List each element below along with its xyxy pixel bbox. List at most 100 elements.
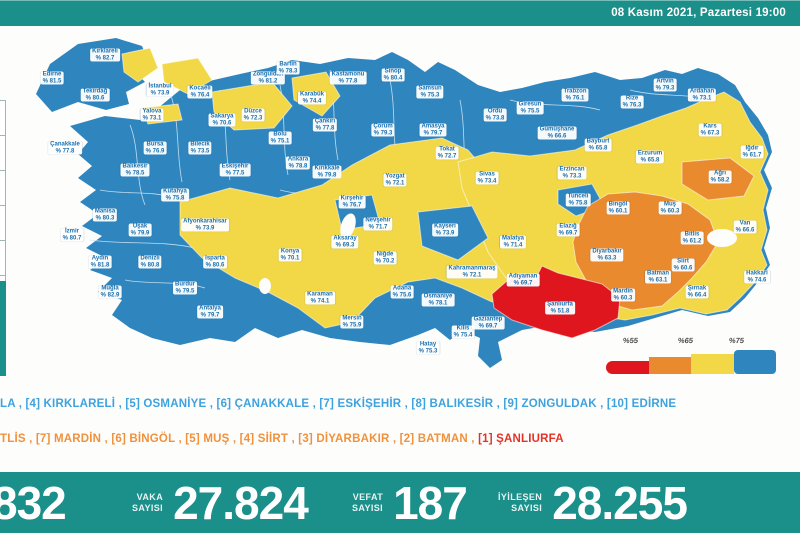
province-label: Sakarya% 70.6 bbox=[208, 113, 236, 127]
province-label: Hatay% 75.3 bbox=[416, 341, 440, 355]
province-label: Erzincan% 73.3 bbox=[557, 166, 587, 180]
legend-tick-55: %55 bbox=[622, 336, 639, 345]
province-label: Adana% 75.6 bbox=[390, 285, 414, 299]
province-label: Aydın% 81.8 bbox=[88, 255, 112, 269]
province-label: Kırıkkale% 79.8 bbox=[312, 165, 342, 179]
stat-deaths-label: VEFAT SAYISI bbox=[352, 491, 384, 513]
province-label: Tunceli% 75.8 bbox=[565, 193, 591, 207]
province-label: Kahramanmaraş% 72.1 bbox=[446, 265, 498, 279]
province-label: Bartın% 78.3 bbox=[276, 61, 300, 75]
province-label: Kırklareli% 82.7 bbox=[90, 48, 120, 62]
province-label: Ağrı% 58.2 bbox=[708, 170, 732, 184]
legend-ticks: %55 %65 %75 bbox=[598, 336, 783, 348]
province-label: Edirne% 81.5 bbox=[40, 71, 64, 85]
legend-yellow-segment bbox=[691, 354, 734, 374]
infographic-canvas: Kırklareli% 82.7 Edirne% 81.5 Tekirdağ% 80… bbox=[0, 26, 800, 472]
ranking-row-blue-text: LA , [4] KIRKLARELİ , [5] OSMANİYE , [6]… bbox=[0, 398, 677, 410]
province-label: Karaman% 74.1 bbox=[305, 291, 335, 305]
header-bar: 08 Kasım 2021, Pazartesi 19:00 bbox=[0, 0, 800, 26]
province-label: Gaziantep% 69.7 bbox=[471, 316, 505, 330]
province-label: Şanlıurfa% 51.8 bbox=[545, 301, 575, 315]
province-label: Bilecik% 73.5 bbox=[188, 141, 212, 155]
legend-color-bar bbox=[606, 348, 776, 374]
stat-deaths-value: 187 bbox=[393, 476, 468, 529]
map-lakes bbox=[259, 213, 737, 294]
map-region-thrace bbox=[36, 38, 148, 112]
stat-cases-value: 27.824 bbox=[173, 476, 309, 529]
province-label: Denizli% 80.8 bbox=[138, 255, 162, 269]
province-label: Burdur% 79.5 bbox=[173, 281, 197, 295]
province-label: Muş% 60.3 bbox=[658, 201, 682, 215]
province-label: Eskişehir% 77.5 bbox=[219, 163, 251, 177]
province-label: Sinop% 80.4 bbox=[381, 68, 405, 82]
stat-recovered-label: İYİLEŞEN SAYISI bbox=[498, 491, 543, 513]
province-label: Balıkesir% 78.5 bbox=[120, 163, 150, 177]
legend-tick-75: %75 bbox=[728, 336, 745, 345]
province-label: Yozgat% 72.1 bbox=[383, 173, 407, 187]
province-label: Diyarbakır% 63.3 bbox=[590, 248, 624, 262]
province-label: Kütahya% 75.8 bbox=[161, 188, 189, 202]
province-label: Bursa% 76.9 bbox=[143, 141, 167, 155]
province-label: Ordu% 73.8 bbox=[483, 108, 507, 122]
province-label: Kastamonu% 77.8 bbox=[329, 71, 367, 85]
province-label: Tekirdağ% 80.6 bbox=[80, 88, 110, 102]
province-label: Çorum% 79.3 bbox=[371, 123, 395, 137]
province-label: Batman% 63.1 bbox=[644, 270, 672, 284]
province-label: Malatya% 71.4 bbox=[499, 235, 527, 249]
province-label: Tokat% 72.7 bbox=[435, 146, 459, 160]
province-label: Gümüşhane% 66.6 bbox=[537, 126, 577, 140]
turkey-vaccination-map: Kırklareli% 82.7 Edirne% 81.5 Tekirdağ% 80… bbox=[30, 30, 790, 375]
province-label: Bolu% 75.1 bbox=[268, 131, 292, 145]
province-label: Niğde% 70.2 bbox=[373, 251, 397, 265]
province-label: Osmaniye% 78.1 bbox=[421, 293, 455, 307]
ranking-row-orange: TLİS , [7] MARDİN , [6] BİNGÖL , [5] MUŞ… bbox=[0, 433, 800, 445]
cropped-teal-artifact bbox=[0, 281, 6, 376]
province-label: İzmir% 80.7 bbox=[60, 228, 84, 242]
stat-deaths: VEFAT SAYISI 187 bbox=[352, 472, 468, 533]
province-label: Zonguldak% 81.2 bbox=[250, 71, 286, 85]
province-label: Kars% 67.3 bbox=[698, 123, 722, 137]
province-label: Elazığ% 69.7 bbox=[556, 223, 580, 237]
legend-orange-segment bbox=[648, 357, 691, 374]
stat-tests: 832 bbox=[0, 472, 67, 533]
stat-cases: VAKA SAYISI 27.824 bbox=[132, 472, 309, 533]
province-label: Rize% 76.3 bbox=[620, 95, 644, 109]
province-label: Amasya% 79.7 bbox=[419, 123, 447, 137]
ranking-row-red-text: [1] ŞANLIURFA bbox=[478, 433, 564, 445]
province-label: Hakkari% 74.6 bbox=[744, 270, 770, 284]
province-label: Erzurum% 65.8 bbox=[635, 150, 665, 164]
province-label: Van% 66.6 bbox=[733, 220, 757, 234]
province-label: Afyonkarahisar% 73.9 bbox=[181, 218, 229, 232]
ranking-row-blue: LA , [4] KIRKLARELİ , [5] OSMANİYE , [6]… bbox=[0, 398, 800, 410]
province-label: Antalya% 79.7 bbox=[197, 305, 223, 319]
province-label: Giresun% 75.5 bbox=[516, 101, 544, 115]
province-label: Ankara% 78.8 bbox=[285, 156, 311, 170]
stat-recovered: İYİLEŞEN SAYISI 28.255 bbox=[498, 472, 688, 533]
statistics-bar: 832 VAKA SAYISI 27.824 VEFAT SAYISI 187 İY… bbox=[0, 472, 800, 533]
province-label: Ardahan% 73.1 bbox=[687, 88, 717, 102]
province-label: Bingöl% 60.1 bbox=[606, 201, 630, 215]
province-label: Yalova% 73.1 bbox=[140, 108, 164, 122]
province-label: Trabzon% 76.1 bbox=[561, 88, 589, 102]
stat-cases-label: VAKA SAYISI bbox=[132, 491, 164, 513]
province-label: Bitlis% 61.2 bbox=[680, 231, 704, 245]
province-label: Kocaeli% 76.4 bbox=[187, 85, 213, 99]
legend-blue-segment bbox=[733, 350, 776, 374]
province-label: Siirt% 60.6 bbox=[671, 258, 695, 272]
province-label: Aksaray% 69.3 bbox=[331, 235, 359, 249]
province-label: Düzce% 72.3 bbox=[241, 108, 265, 122]
province-label: Karabük% 74.4 bbox=[297, 91, 327, 105]
province-label: Mersin% 75.9 bbox=[340, 315, 364, 329]
province-label: Bayburt% 65.8 bbox=[584, 138, 612, 152]
province-label: Samsun% 75.3 bbox=[416, 85, 444, 99]
province-label: Manisa% 80.3 bbox=[92, 208, 118, 222]
report-date: 08 Kasım 2021, Pazartesi 19:00 bbox=[611, 7, 786, 19]
stat-recovered-value: 28.255 bbox=[552, 476, 688, 529]
province-label: Konya% 70.1 bbox=[278, 248, 302, 262]
cropped-scale-artifact bbox=[0, 100, 6, 282]
province-label: Mardin% 60.3 bbox=[611, 288, 635, 302]
legend-tick-65: %65 bbox=[677, 336, 694, 345]
stat-tests-value: 832 bbox=[0, 476, 67, 529]
province-label: Iğdır% 61.7 bbox=[740, 145, 764, 159]
province-label: Kırşehir% 76.7 bbox=[338, 195, 366, 209]
